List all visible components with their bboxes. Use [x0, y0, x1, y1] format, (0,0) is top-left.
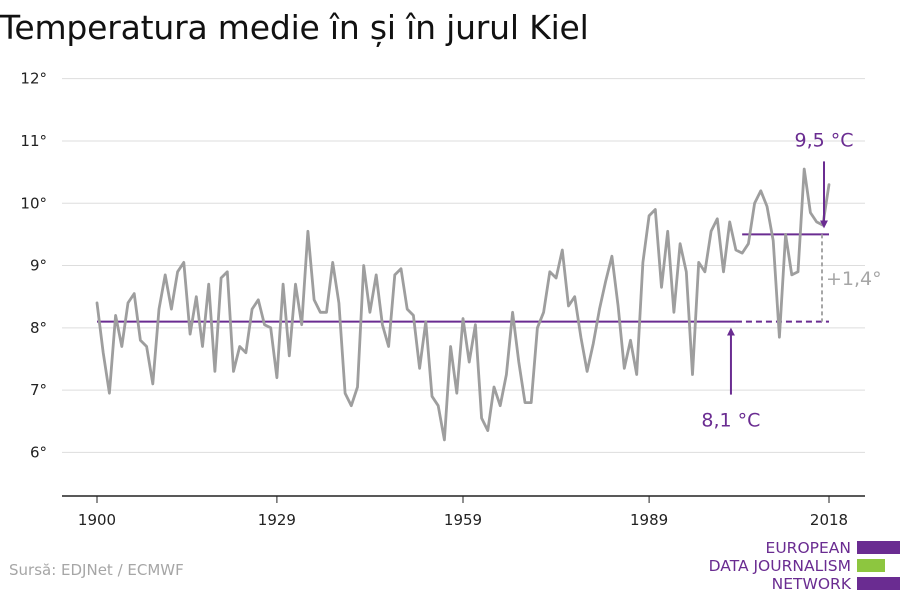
chart-title: Temperatura medie în și în jurul Kiel [0, 8, 589, 47]
x-tick-label: 1900 [78, 511, 116, 529]
edjnet-logo: EUROPEAN DATA JOURNALISM NETWORK [700, 538, 900, 598]
x-tick-label: 1929 [258, 511, 296, 529]
y-tick-label: 6° [30, 443, 47, 461]
logo-line-1: EUROPEAN [765, 539, 851, 557]
logo-bar-purple-top [857, 541, 900, 554]
series-layer [95, 167, 831, 442]
logo-line-3: NETWORK [771, 575, 851, 593]
recent-value-label: 9,5 °C [794, 129, 853, 151]
y-tick-label: 12° [20, 70, 47, 88]
temperature-series-line [95, 167, 831, 442]
y-tick-label: 9° [30, 257, 47, 275]
x-tick-label: 1959 [444, 511, 482, 529]
x-tick-label: 1989 [630, 511, 668, 529]
x-tick-label: 2018 [810, 511, 848, 529]
logo-line-2: DATA JOURNALISM [708, 557, 851, 575]
y-tick-label: 8° [30, 319, 47, 337]
y-tick-label: 7° [30, 381, 47, 399]
difference-label: +1,4° [826, 268, 882, 290]
baseline-value-label: 8,1 °C [701, 410, 760, 432]
x-axis: 1900 1929 1959 1989 2018 [62, 495, 865, 529]
y-axis-labels: 6° 7° 8° 9° 10° 11° 12° [20, 70, 47, 462]
logo-bar-green [857, 559, 885, 572]
logo-bar-purple-bottom [857, 577, 900, 590]
source-note: Sursă: EDJNet / ECMWF [9, 561, 184, 579]
annotations: +1,4° 8,1 °C 9,5 °C [701, 129, 881, 431]
y-tick-label: 10° [20, 194, 47, 212]
temperature-line-chart: 6° 7° 8° 9° 10° 11° 12° 1900 1929 1959 1989 2018 +… [20, 70, 881, 529]
y-tick-label: 11° [20, 132, 47, 150]
